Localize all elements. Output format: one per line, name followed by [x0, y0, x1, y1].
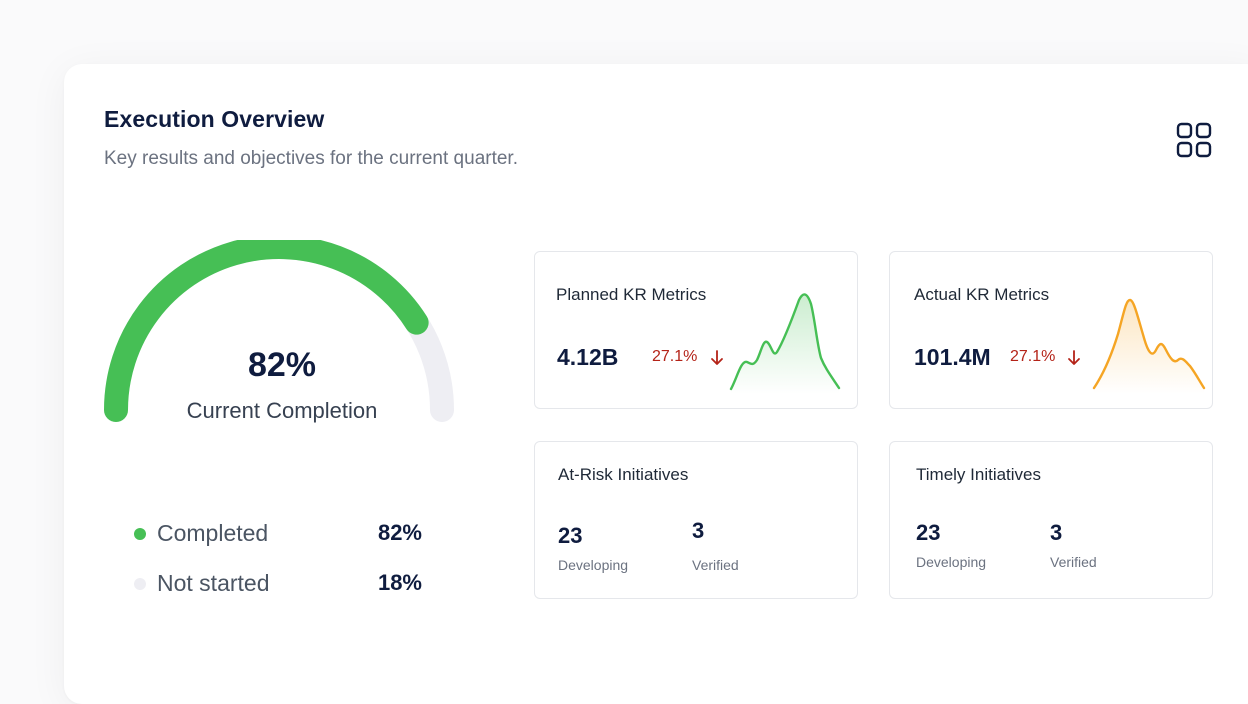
gauge-track — [104, 240, 454, 422]
grid-layout-icon — [1176, 122, 1212, 158]
arrow-down-icon — [711, 350, 723, 365]
actual-sparkline — [1092, 298, 1206, 394]
metric-title: Actual KR Metrics — [914, 285, 1050, 304]
metric-title: Planned KR Metrics — [556, 285, 707, 304]
verified-label: Verified — [692, 557, 739, 573]
arrow-down-icon — [1068, 350, 1080, 365]
page-subtitle: Key results and objectives for the curre… — [104, 148, 518, 169]
actual-kr-metrics-card[interactable]: Actual KR Metrics 101.4M 27.1% — [889, 251, 1213, 409]
metric-value: 4.12B — [557, 344, 619, 370]
gauge-progress-arc — [104, 240, 429, 422]
not-started-dot-icon — [134, 578, 146, 590]
metric-delta: 27.1% — [652, 348, 698, 365]
gauge-caption: Current Completion — [186, 398, 378, 423]
gauge-value: 82% — [247, 346, 317, 384]
completed-dot-icon — [134, 528, 146, 540]
planned-kr-metrics-card[interactable]: Planned KR Metrics 4.12B 27.1% — [534, 251, 858, 409]
legend-label: Not started — [157, 570, 270, 596]
verified-label: Verified — [1050, 554, 1097, 570]
layout-toggle-button[interactable] — [1172, 118, 1216, 162]
legend-label: Completed — [157, 520, 269, 546]
developing-count: 23 — [558, 523, 583, 548]
developing-count: 23 — [916, 520, 941, 545]
legend-value: 82% — [377, 520, 422, 545]
page-title: Execution Overview — [104, 106, 325, 132]
legend-item-not-started: Not started 18% — [134, 569, 434, 599]
legend-value: 18% — [377, 570, 422, 595]
developing-label: Developing — [558, 557, 629, 573]
completion-gauge — [104, 240, 454, 422]
planned-sparkline — [729, 293, 841, 394]
timely-initiatives-card[interactable]: Timely Initiatives 23 Developing 3 Verif… — [889, 441, 1213, 599]
verified-count: 3 — [1050, 520, 1063, 545]
legend-item-completed: Completed 82% — [134, 519, 434, 549]
developing-label: Developing — [916, 554, 987, 570]
metric-title: Timely Initiatives — [916, 465, 1042, 484]
verified-count: 3 — [692, 518, 705, 543]
metric-value: 101.4M — [914, 344, 991, 370]
at-risk-initiatives-card[interactable]: At-Risk Initiatives 23 Developing 3 Veri… — [534, 441, 858, 599]
metric-delta: 27.1% — [1010, 348, 1056, 365]
metric-title: At-Risk Initiatives — [558, 465, 689, 484]
